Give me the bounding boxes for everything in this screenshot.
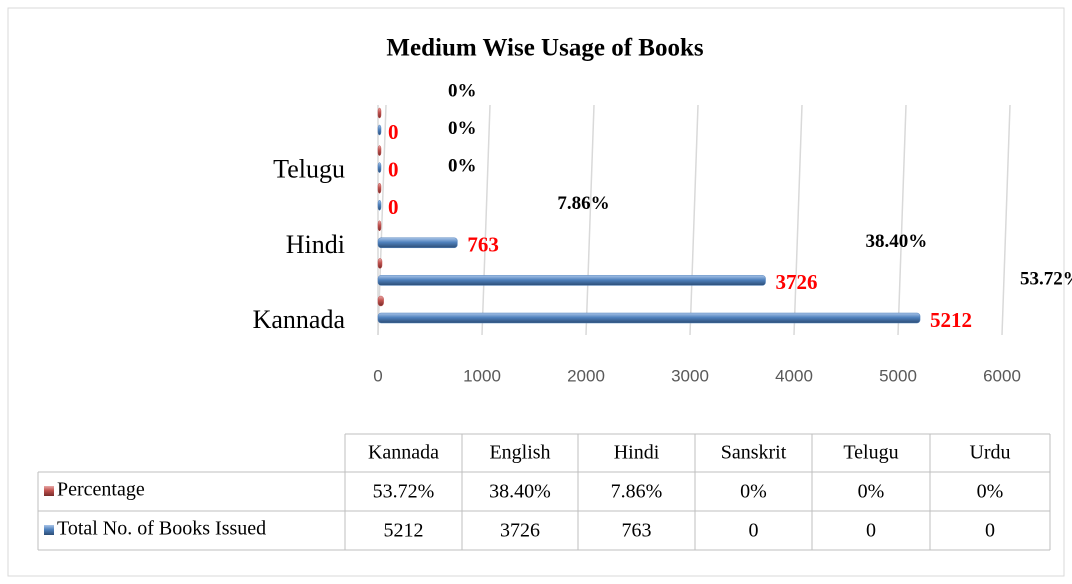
bar — [377, 220, 382, 232]
bar — [377, 295, 384, 307]
bar — [377, 162, 382, 173]
grid-line — [897, 104, 907, 336]
x-tick-label: 5000 — [879, 366, 917, 385]
legend-marker — [44, 525, 54, 535]
y-tick-label: Hindi — [286, 230, 345, 259]
data-label: 763 — [467, 233, 499, 257]
grid-line — [793, 104, 803, 336]
x-tick-label: 2000 — [567, 366, 605, 385]
x-tick-label: 6000 — [983, 366, 1021, 385]
grid-line — [689, 104, 699, 336]
table-cell: 0% — [740, 481, 767, 503]
x-tick-label: 4000 — [775, 366, 813, 385]
data-label: 0% — [448, 80, 477, 101]
data-label: 0% — [448, 156, 477, 177]
grid-line — [585, 104, 595, 336]
table-cell: 0% — [858, 481, 885, 503]
table-header: Kannada — [368, 442, 439, 464]
bar — [377, 145, 382, 156]
table-cell: 763 — [622, 520, 652, 542]
bar — [377, 275, 766, 286]
table-cell: 5212 — [384, 520, 424, 542]
table-cell: 0 — [749, 520, 759, 542]
legend-label: Total No. of Books Issued — [57, 518, 266, 540]
data-label: 0% — [448, 118, 477, 139]
table-cell: 0% — [977, 481, 1004, 503]
table-cell: 0 — [866, 520, 876, 542]
bar — [377, 258, 383, 269]
data-label: 5212 — [930, 308, 972, 332]
legend-marker — [44, 486, 54, 496]
table-cell: 53.72% — [373, 481, 435, 503]
x-tick-label: 0 — [373, 366, 382, 385]
bar — [377, 199, 382, 211]
legend-label: Percentage — [57, 479, 145, 501]
table-header: English — [489, 442, 550, 464]
data-label: 3726 — [776, 270, 818, 294]
grid-line — [1001, 104, 1011, 336]
table-cell: 0 — [985, 520, 995, 542]
table-header: Urdu — [969, 442, 1010, 464]
table-header: Telugu — [843, 442, 898, 464]
chart-frame — [7, 7, 1065, 577]
data-label: 38.40% — [866, 231, 928, 252]
bar — [377, 237, 458, 249]
data-label: 53.72% — [1020, 268, 1072, 289]
bar — [377, 124, 382, 136]
x-tick-label: 3000 — [671, 366, 709, 385]
data-label: 0 — [388, 195, 399, 219]
y-tick-label: Telugu — [273, 155, 345, 184]
table-cell: 7.86% — [611, 481, 663, 503]
table-cell: 3726 — [500, 520, 540, 542]
y-tick-label: Kannada — [253, 305, 346, 334]
data-label: 0 — [388, 157, 399, 181]
data-label: 7.86% — [557, 193, 609, 214]
bar — [377, 312, 921, 324]
x-tick-label: 1000 — [463, 366, 501, 385]
table-header: Sanskrit — [721, 442, 787, 464]
bar — [377, 182, 382, 194]
grid-line — [481, 104, 491, 336]
bar — [377, 107, 382, 119]
data-label: 0 — [388, 120, 399, 144]
table-cell: 38.40% — [489, 481, 551, 503]
table-header: Hindi — [614, 442, 660, 464]
chart-title: Medium Wise Usage of Books — [386, 35, 703, 62]
